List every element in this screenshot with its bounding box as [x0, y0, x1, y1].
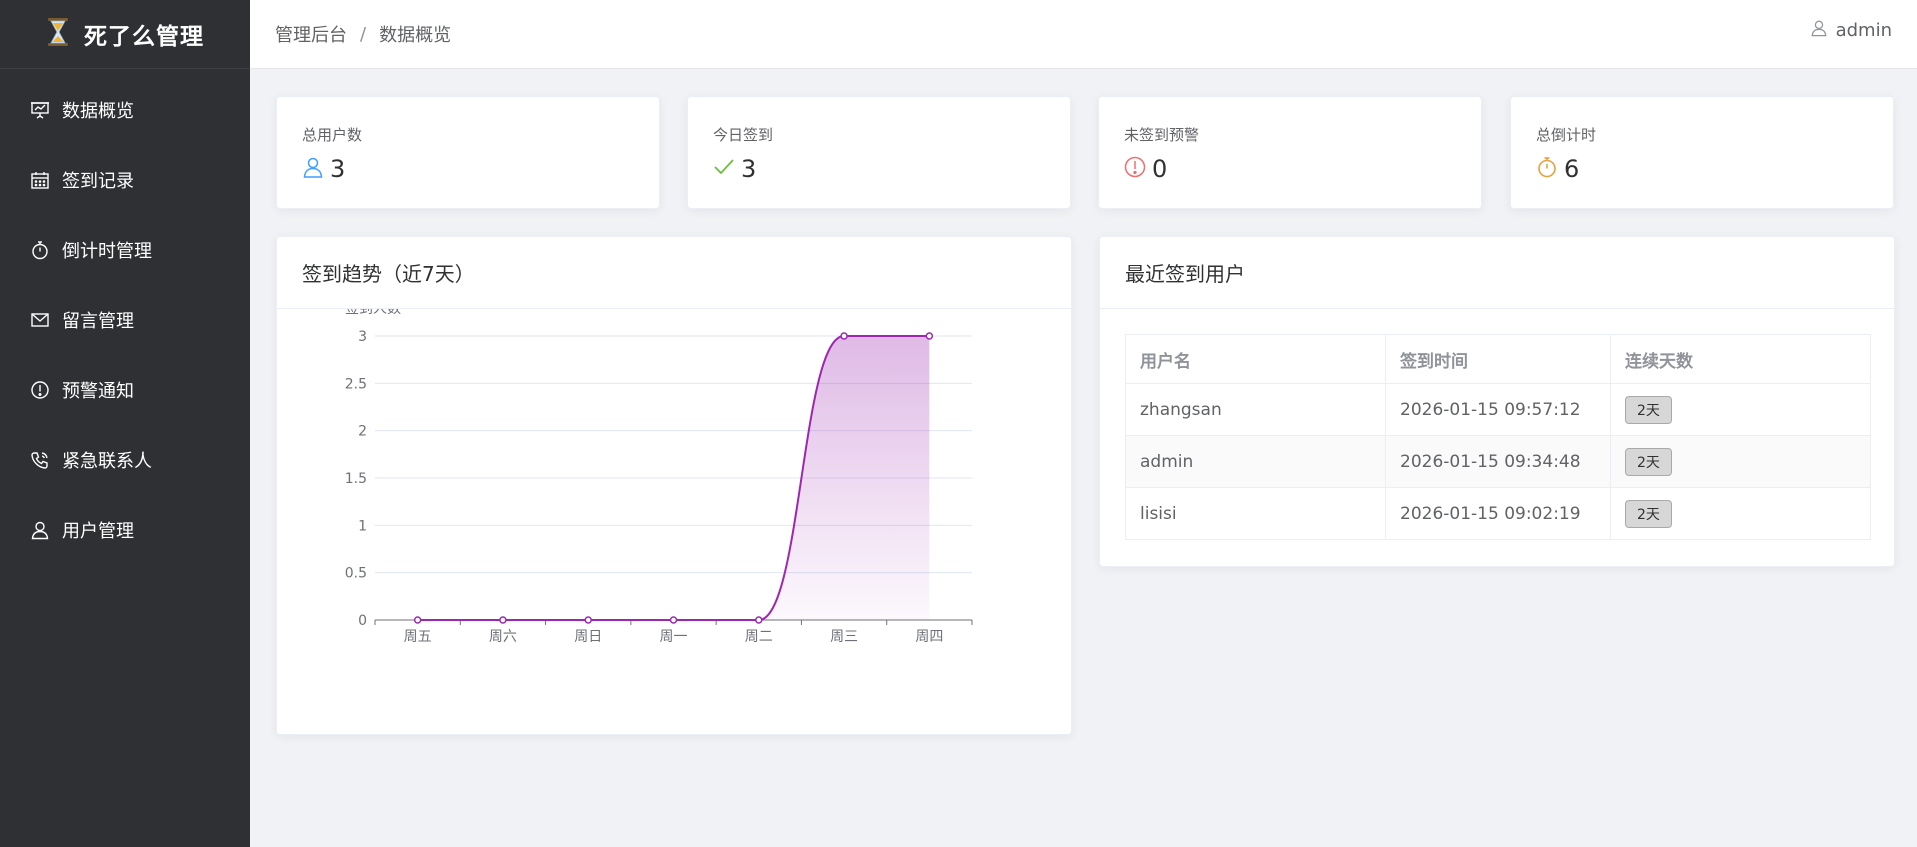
sidebar-item-label: 紧急联系人 — [62, 451, 152, 472]
data-point — [413, 616, 422, 624]
data-point — [499, 616, 507, 624]
series-line — [417, 335, 930, 621]
app-title: 死了么管理 — [84, 24, 204, 50]
table-row: zhangsan 2026-01-15 09:57:12 2天 — [1125, 383, 1871, 436]
x-tick-label: 周六 — [489, 629, 517, 645]
y-tick-label: 1.5 — [345, 471, 367, 487]
sidebar-item-countdown[interactable]: 倒计时管理 — [0, 215, 250, 285]
panel-title: 签到趋势（近7天） — [277, 237, 1071, 309]
x-tick-label: 周二 — [745, 629, 773, 645]
breadcrumb-separator: / — [360, 23, 367, 45]
stat-value: 3 — [741, 155, 757, 183]
data-point — [584, 616, 592, 624]
stat-card-total-users: 总用户数 3 — [276, 96, 660, 209]
y-tick-label: 1 — [358, 518, 367, 534]
table-header-row: 用户名 签到时间 连续天数 — [1125, 334, 1871, 384]
stat-title: 总用户数 — [302, 126, 363, 144]
username: admin — [1835, 19, 1892, 41]
stat-value: 3 — [330, 155, 346, 183]
stat-card-today-checkins: 今日签到 3 — [687, 96, 1071, 209]
y-axis-label: 签到人数 — [345, 309, 401, 317]
stat-title: 今日签到 — [713, 126, 774, 144]
y-tick-label: 3 — [358, 329, 367, 345]
stat-title: 未签到预警 — [1124, 126, 1200, 144]
user-icon — [1810, 19, 1828, 42]
sidebar-item-checkin-records[interactable]: 签到记录 — [0, 145, 250, 215]
table-row: lisisi 2026-01-15 09:02:19 2天 — [1125, 487, 1871, 540]
y-tick-label: 2 — [358, 424, 367, 440]
cell-time: 2026-01-15 09:34:48 — [1385, 435, 1611, 488]
calendar-icon — [30, 170, 50, 190]
data-point — [925, 332, 934, 340]
data-point — [840, 332, 848, 340]
sidebar-item-label: 预警通知 — [62, 381, 134, 402]
sidebar-menu: 数据概览 签到记录 倒计时管理 留言管理 预警通知 — [0, 69, 250, 565]
sidebar-item-label: 留言管理 — [62, 311, 134, 332]
sidebar-item-label: 用户管理 — [62, 521, 134, 542]
recent-checkins-table: 用户名 签到时间 连续天数 zhangsan 2026-01-15 09:57:… — [1125, 334, 1871, 540]
sidebar-item-messages[interactable]: 留言管理 — [0, 285, 250, 355]
phone-icon — [30, 450, 50, 470]
days-tag: 2天 — [1625, 499, 1672, 528]
column-header-username: 用户名 — [1125, 334, 1386, 384]
stat-value: 6 — [1564, 155, 1580, 183]
x-tick-label: 周一 — [660, 629, 688, 645]
recent-checkins-panel: 最近签到用户 用户名 签到时间 连续天数 zhangsan 2026-01-15… — [1099, 236, 1895, 567]
sidebar: 死了么管理 数据概览 签到记录 倒计时管理 留言管理 — [0, 0, 250, 847]
user-icon — [302, 156, 330, 182]
data-point — [669, 616, 678, 624]
checkin-trend-chart: 签到人数 0 0.5 1 1.5 2 2.5 3 周五 周六 周日 周一 周二 周三 周四 — [345, 300, 973, 645]
user-icon — [30, 520, 50, 540]
cell-username: lisisi — [1125, 487, 1386, 540]
cell-username: zhangsan — [1125, 383, 1386, 436]
sidebar-item-alerts[interactable]: 预警通知 — [0, 355, 250, 425]
sidebar-item-label: 签到记录 — [62, 171, 134, 192]
panel-title: 最近签到用户 — [1100, 237, 1894, 309]
stat-value: 0 — [1152, 155, 1168, 183]
hourglass-icon — [46, 17, 70, 51]
stat-card-missed-alerts: 未签到预警 0 — [1098, 96, 1482, 209]
presentation-icon — [30, 100, 50, 120]
stopwatch-icon — [1536, 156, 1564, 182]
cell-username: admin — [1125, 435, 1386, 488]
y-tick-label: 0 — [358, 613, 367, 629]
cell-time: 2026-01-15 09:02:19 — [1385, 487, 1611, 540]
stopwatch-icon — [30, 240, 50, 260]
series-area — [417, 336, 930, 620]
message-icon — [30, 310, 50, 330]
stat-card-total-countdowns: 总倒计时 6 — [1510, 96, 1894, 209]
sidebar-item-users[interactable]: 用户管理 — [0, 495, 250, 565]
data-point — [755, 616, 763, 624]
table-row: admin 2026-01-15 09:34:48 2天 — [1125, 435, 1871, 488]
breadcrumb-root[interactable]: 管理后台 — [275, 25, 347, 46]
y-tick-label: 2.5 — [345, 376, 367, 392]
x-tick-label: 周三 — [830, 629, 858, 645]
days-tag: 2天 — [1625, 447, 1672, 476]
top-header: 管理后台 / 数据概览 admin — [250, 0, 1917, 69]
column-header-days: 连续天数 — [1610, 334, 1871, 384]
warning-icon — [30, 380, 50, 400]
logo: 死了么管理 — [0, 0, 250, 69]
x-tick-label: 周五 — [404, 629, 432, 645]
x-tick-label: 周日 — [574, 629, 602, 645]
days-tag: 2天 — [1625, 395, 1672, 424]
user-menu[interactable]: admin — [1810, 19, 1892, 42]
sidebar-item-label: 数据概览 — [62, 101, 134, 122]
x-tick-label: 周四 — [915, 629, 943, 645]
sidebar-item-label: 倒计时管理 — [62, 241, 152, 262]
warning-icon — [1124, 156, 1152, 182]
sidebar-item-emergency-contacts[interactable]: 紧急联系人 — [0, 425, 250, 495]
checkin-trend-panel: 签到趋势（近7天） 签到人数 0 0.5 1 1.5 2 2.5 3 周五 周六 周日 周一 周二 周三 周… — [276, 236, 1072, 735]
stat-title: 总倒计时 — [1536, 126, 1597, 144]
check-icon — [713, 156, 741, 182]
y-tick-label: 0.5 — [345, 566, 367, 582]
breadcrumb: 管理后台 / 数据概览 — [275, 21, 451, 47]
column-header-time: 签到时间 — [1385, 334, 1611, 384]
cell-time: 2026-01-15 09:57:12 — [1385, 383, 1611, 436]
sidebar-item-overview[interactable]: 数据概览 — [0, 75, 250, 145]
breadcrumb-current: 数据概览 — [379, 25, 452, 46]
